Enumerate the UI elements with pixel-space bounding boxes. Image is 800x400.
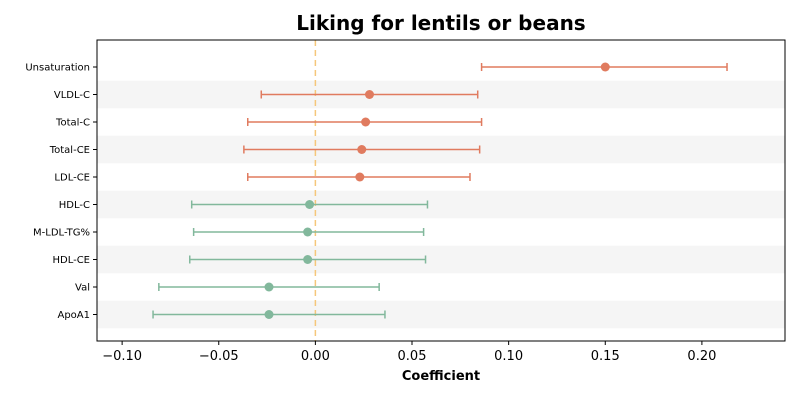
estimate-row [158,282,380,292]
y-tick-label: VLDL-C [54,90,90,101]
estimate-row [190,200,429,209]
estimate-row [260,90,479,99]
point-estimate [303,227,313,237]
x-tick-label: 0.05 [398,349,427,364]
point-estimate [264,282,274,292]
y-tick-label: Val [75,283,90,294]
estimate-row [152,310,386,319]
x-axis: −0.10 −0.05 0.00 0.05 0.10 0.15 0.20 [102,341,716,364]
estimate-row [189,255,427,264]
y-axis: Unsaturation VLDL-C Total-C Total-CE LDL-CE H… [25,63,97,321]
point-estimate [600,62,610,72]
y-tick-label: HDL-C [59,200,90,211]
y-tick-label: Total-C [55,118,90,129]
x-tick-label: 0.10 [494,349,523,364]
y-tick-label: LDL-CE [54,173,90,184]
estimate-row [246,172,471,182]
point-estimate [264,310,274,319]
y-tick-label: ApoA1 [57,310,90,321]
estimate-row [243,145,481,154]
point-estimate [305,200,315,209]
point-estimate [364,90,374,99]
estimate-row [192,227,425,237]
y-tick-label: Total-CE [49,145,90,156]
estimate-row [246,117,483,127]
x-tick-label: −0.05 [199,349,239,364]
point-estimate [357,145,367,154]
y-tick-label: HDL-CE [52,255,90,266]
point-estimate [355,172,365,182]
series-group [152,62,728,319]
point-estimate [303,255,313,264]
chart-title: Liking for lentils or beans [296,11,585,35]
x-tick-label: 0.20 [687,349,716,364]
plot-frame [96,39,786,342]
x-axis-label: Coefficient [402,369,480,384]
x-tick-label: 0.15 [591,349,620,364]
x-tick-label: −0.10 [102,349,142,364]
estimate-row [480,62,728,72]
point-estimate [361,117,371,127]
y-tick-label: Unsaturation [25,63,90,74]
y-tick-label: M-LDL-TG% [33,228,90,239]
x-tick-label: 0.00 [301,349,330,364]
